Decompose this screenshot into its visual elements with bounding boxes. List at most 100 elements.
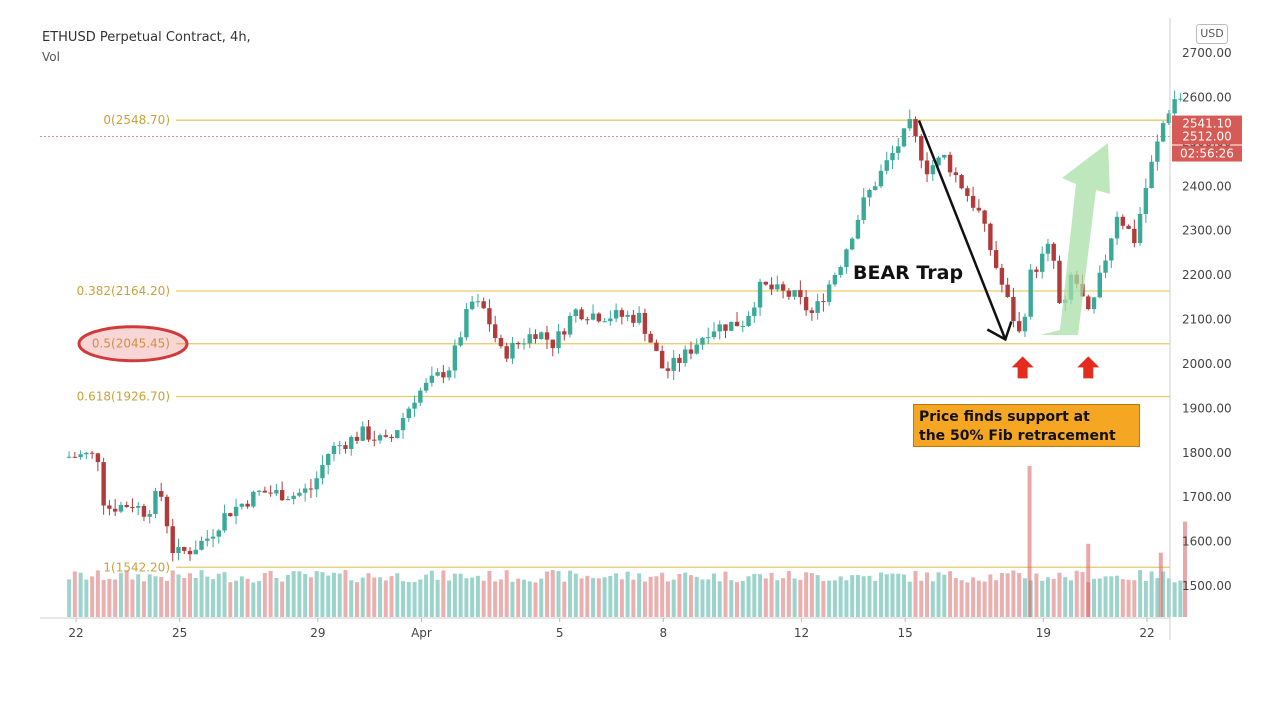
volume-bar xyxy=(510,581,515,617)
volume-bar xyxy=(758,574,763,617)
volume-spike xyxy=(1027,466,1032,617)
candle-body xyxy=(648,333,653,343)
volume-bar xyxy=(493,581,498,617)
x-tick-label: Apr xyxy=(411,626,432,640)
candle-body xyxy=(1034,269,1039,272)
volume-bar xyxy=(239,576,244,617)
volume-bar xyxy=(838,576,843,617)
volume-bar xyxy=(878,572,883,617)
candle-body xyxy=(72,456,78,458)
candle-body xyxy=(798,290,803,298)
candle-body xyxy=(602,321,607,323)
volume-bar xyxy=(101,580,106,617)
candle-body xyxy=(688,349,694,354)
volume-bar xyxy=(153,576,158,617)
candle-body xyxy=(170,526,175,554)
volume-bar xyxy=(452,573,457,617)
y-tick-label: 1500.00 xyxy=(1182,579,1232,593)
candle-body xyxy=(826,284,832,302)
volume-bar xyxy=(533,582,538,617)
candle-body xyxy=(585,319,590,321)
candle-body xyxy=(993,250,999,268)
volume-spike xyxy=(1183,521,1188,617)
volume-bar xyxy=(257,581,262,617)
volume-bar xyxy=(1051,578,1056,617)
candle-body xyxy=(803,297,809,311)
volume-bar xyxy=(614,573,619,617)
fib-level-label: 0.5(2045.45) xyxy=(92,337,170,351)
candle-body xyxy=(930,165,935,175)
candle-body xyxy=(1097,272,1102,298)
candle-body xyxy=(942,154,947,158)
candle-body xyxy=(786,290,792,297)
volume-bar xyxy=(418,579,423,617)
volume-bar xyxy=(884,574,889,617)
x-tick-label: 25 xyxy=(172,626,187,640)
candle-body xyxy=(1160,123,1166,142)
volume-bar xyxy=(1103,576,1108,617)
volume-bar xyxy=(596,578,601,617)
volume-spike xyxy=(1086,543,1091,617)
volume-bar xyxy=(360,577,365,617)
candle-body xyxy=(400,418,406,431)
candle-body xyxy=(1155,141,1160,162)
volume-bar xyxy=(331,572,336,617)
volume-bar xyxy=(827,580,832,617)
volume-bar xyxy=(228,582,233,617)
y-tick-label: 2300.00 xyxy=(1182,224,1232,238)
candle-body xyxy=(118,504,124,512)
volume-bar xyxy=(855,574,860,617)
volume-bar xyxy=(326,575,331,617)
price-tag-label: 2541.10 xyxy=(1182,117,1232,131)
volume-bar xyxy=(389,576,394,617)
volume-bar xyxy=(383,580,388,617)
candle-body xyxy=(717,324,722,332)
candle-body xyxy=(141,505,147,517)
candle-body xyxy=(112,508,118,512)
volume-bar xyxy=(971,577,976,617)
candle-body xyxy=(700,337,705,345)
volume-bar xyxy=(919,580,924,617)
candle-body xyxy=(965,188,970,196)
candle-body xyxy=(377,435,383,441)
candle-body xyxy=(608,318,613,322)
volume-bar xyxy=(925,572,930,617)
price-tag-label: 2512.00 xyxy=(1182,130,1232,144)
candle-body xyxy=(1172,99,1177,114)
volume-bar xyxy=(545,571,550,617)
annotation-overlay: BEAR Trap xyxy=(853,120,1110,379)
volume-bar xyxy=(556,571,561,617)
volume-bar xyxy=(1005,573,1010,617)
volume-bar xyxy=(147,574,152,617)
volume-bar xyxy=(78,572,83,617)
candle-body xyxy=(337,445,342,447)
volume-bar xyxy=(1017,573,1022,617)
y-tick-label: 1800.00 xyxy=(1182,446,1232,460)
volume-bar xyxy=(608,576,613,617)
candle-body xyxy=(193,549,198,555)
volume-bar xyxy=(487,570,492,617)
candle-body xyxy=(366,426,371,440)
volume-bar xyxy=(1126,579,1131,617)
candle-body xyxy=(1028,269,1033,317)
x-tick-label: 29 xyxy=(310,626,325,640)
candle-body xyxy=(423,382,429,391)
volume-bar xyxy=(873,580,878,617)
volume-bar xyxy=(786,570,791,617)
volume-bar xyxy=(890,573,895,617)
candle-body xyxy=(539,332,544,339)
candle-body xyxy=(907,119,912,129)
candle-body xyxy=(1126,225,1131,229)
volume-bar xyxy=(752,573,757,617)
currency-button[interactable]: USD xyxy=(1196,24,1228,44)
volume-bar xyxy=(999,572,1004,617)
volume-bar xyxy=(660,572,665,617)
x-tick-label: 15 xyxy=(898,626,913,640)
volume-bar xyxy=(953,578,958,617)
volume-bar xyxy=(550,570,555,617)
candle-body xyxy=(95,453,101,463)
candle-body xyxy=(320,464,325,479)
volume-bar xyxy=(67,579,72,617)
volume-bar xyxy=(1178,580,1183,617)
volume-bar xyxy=(896,573,901,617)
